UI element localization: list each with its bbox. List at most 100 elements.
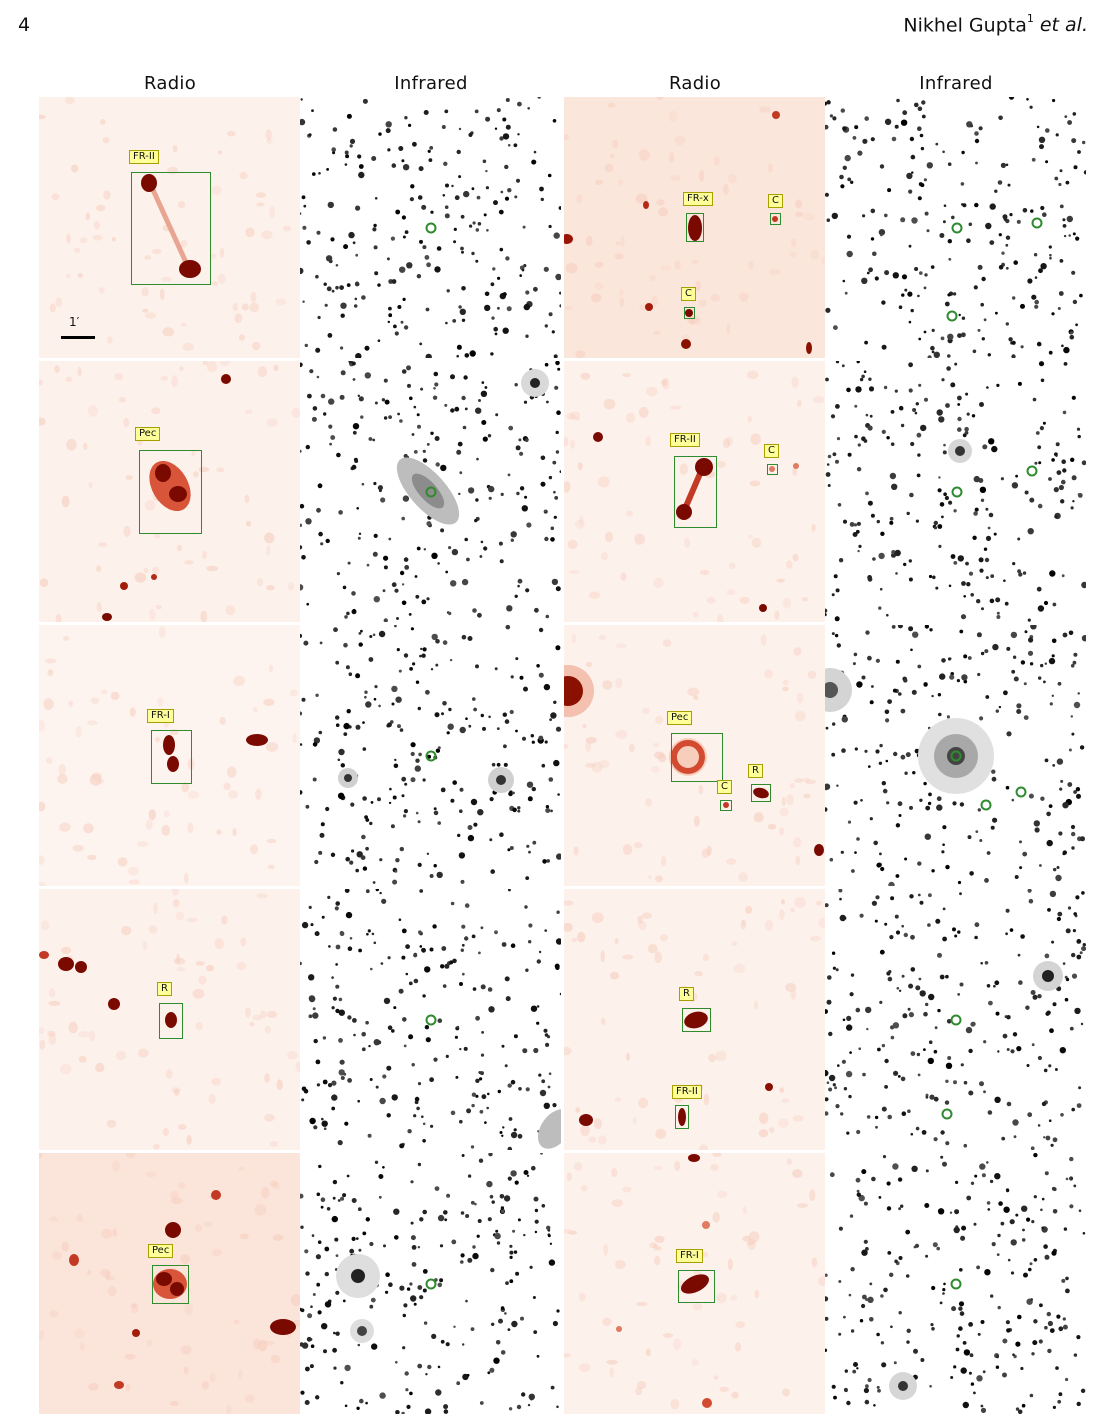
scale-bar [61, 336, 95, 339]
source-box [770, 213, 781, 225]
source-label: Pec [148, 1244, 174, 1258]
host-marker [950, 1014, 962, 1026]
radio-image [39, 97, 300, 358]
infrared-panel-r3-right [825, 625, 1086, 886]
host-marker [425, 486, 437, 498]
source-label: C [764, 444, 779, 458]
infrared-image [300, 361, 561, 622]
author-etal: et al. [1039, 14, 1088, 37]
radio-source [753, 787, 769, 799]
radio-panel-r5-right: FR-I [564, 1153, 825, 1414]
source-label: C [681, 287, 696, 301]
star-field [300, 97, 561, 358]
source-label: FR-II [670, 433, 700, 447]
column-header-infrared-1: Infrared [394, 73, 468, 94]
radio-background-noise [39, 889, 300, 1150]
radio-image [564, 1153, 825, 1414]
star-field [300, 1153, 560, 1414]
radio-source [723, 802, 729, 808]
source-label: Pec [667, 711, 693, 725]
scale-bar-label: 1′ [69, 315, 80, 329]
source-box [139, 450, 202, 534]
infrared-panel-r5-right [825, 1153, 1086, 1414]
host-marker [951, 486, 963, 498]
infrared-panel-r1-right [825, 97, 1086, 358]
radio-source [678, 1108, 686, 1126]
star-field [825, 97, 1086, 358]
source-box [686, 213, 704, 242]
radio-panel-r5-left: Pec [39, 1153, 300, 1414]
infrared-image [825, 97, 1086, 358]
radio-image [564, 889, 825, 1150]
radio-lobe [676, 504, 692, 520]
source-box [751, 784, 771, 802]
radio-lobe [141, 174, 157, 192]
radio-lobe [163, 735, 175, 755]
source-label: R [679, 987, 694, 1001]
source-label: FR-I [676, 1249, 703, 1263]
host-marker [425, 750, 437, 762]
host-marker [946, 310, 958, 322]
source-box [151, 730, 192, 784]
infrared-panel-r3-left [300, 625, 561, 886]
page-number: 4 [18, 14, 31, 36]
column-header-radio-1: Radio [143, 73, 197, 94]
radio-panel-r3-right: Pec C R [564, 625, 825, 886]
host-marker [941, 1108, 953, 1120]
radio-panel-r3-left: FR-I [39, 625, 300, 886]
radio-panel-r4-left: R [39, 889, 300, 1150]
infrared-image [300, 625, 561, 886]
radio-panel-r2-left: Pec [39, 361, 300, 622]
author-affiliation: 1 [1026, 12, 1034, 25]
source-label: FR-I [147, 709, 174, 723]
source-box [684, 307, 695, 319]
infrared-panel-r4-left [300, 889, 561, 1150]
source-label: R [748, 764, 763, 778]
source-box [152, 1265, 189, 1304]
radio-source [685, 309, 693, 317]
host-marker [980, 799, 992, 811]
host-marker [951, 222, 963, 234]
infrared-panel-r4-right [825, 889, 1086, 1150]
source-label: Pec [135, 427, 161, 441]
infrared-panel-r2-left [300, 361, 561, 622]
infrared-image [825, 361, 1086, 622]
star-field [300, 361, 561, 622]
running-header-author: Nikhel Gupta1 et al. [903, 12, 1088, 37]
host-marker [950, 1278, 962, 1290]
radio-background-noise [39, 97, 292, 351]
radio-panel-r4-right: R FR-II [564, 889, 825, 1150]
source-box [159, 1003, 183, 1039]
radio-background-noise [564, 633, 817, 883]
radio-lobe [695, 458, 713, 476]
star-field [300, 625, 561, 885]
radio-background-noise [564, 97, 825, 358]
infrared-image [825, 889, 1086, 1150]
source-box [720, 800, 732, 811]
infrared-panel-r2-right [825, 361, 1086, 622]
infrared-image [300, 1153, 561, 1414]
radio-ring [671, 740, 705, 774]
star-field [300, 889, 561, 1150]
source-label: FR-II [672, 1085, 702, 1099]
host-marker [1015, 786, 1027, 798]
radio-image [39, 361, 300, 622]
host-marker [425, 222, 437, 234]
source-box [674, 456, 717, 528]
radio-source [165, 1012, 177, 1028]
radio-background-noise [564, 1153, 825, 1410]
radio-background-noise [39, 626, 298, 886]
host-marker [425, 1278, 437, 1290]
radio-panel-r1-right: FR-x C C [564, 97, 825, 358]
star-field [825, 889, 1086, 1150]
source-label: C [768, 194, 783, 208]
source-box [767, 464, 778, 475]
radio-image [564, 361, 825, 622]
radio-panel-r1-left: FR-II 1′ [39, 97, 300, 358]
radio-image [564, 625, 825, 886]
radio-image [39, 625, 300, 886]
infrared-image [300, 889, 561, 1150]
source-label: FR-x [683, 192, 713, 206]
source-box [678, 1270, 715, 1303]
column-header-radio-2: Radio [668, 73, 722, 94]
